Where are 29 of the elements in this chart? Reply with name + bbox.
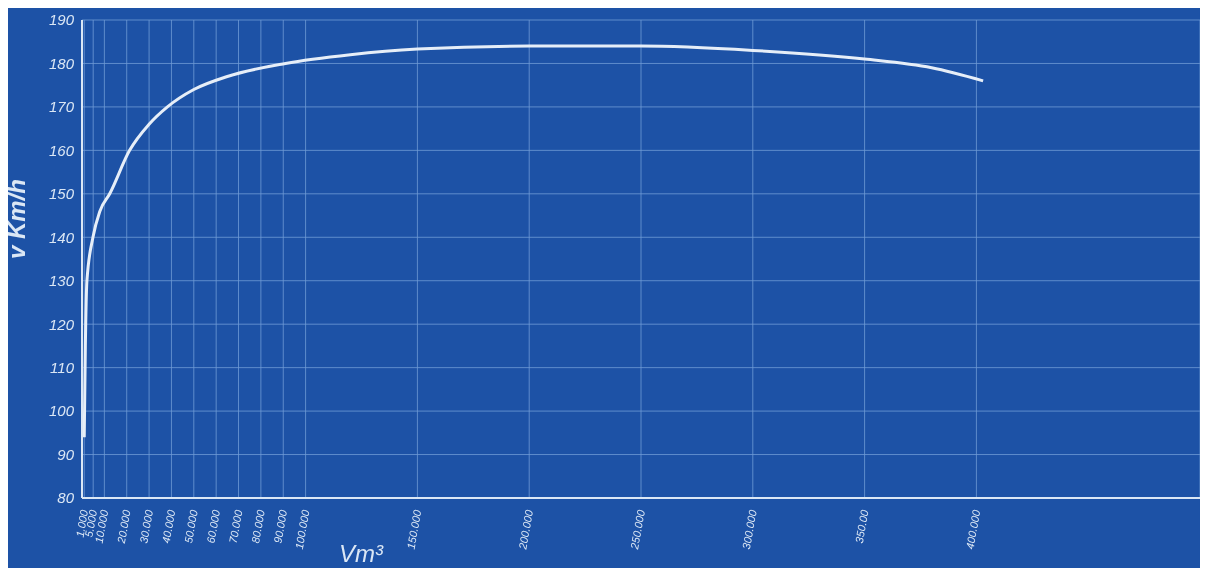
y-tick-label: 190	[48, 11, 75, 29]
x-tick-label: 200.000	[516, 508, 536, 552]
x-tick-label: 300.000	[739, 508, 759, 551]
y-tick-label: 160	[48, 141, 75, 159]
x-tick-label: 40.000	[159, 508, 178, 545]
x-tick-label: 400.000	[963, 508, 983, 551]
y-tick-label: 120	[48, 315, 75, 333]
y-tick-label: 90	[57, 445, 75, 463]
x-tick-label: 150.000	[404, 508, 424, 551]
x-tick-label: 60.000	[204, 508, 223, 545]
y-tick-label: 150	[48, 185, 75, 203]
y-tick-label: 80	[57, 489, 75, 507]
x-tick-label: 80.000	[249, 508, 267, 545]
y-tick-label: 170	[48, 98, 75, 116]
y-tick-label: 140	[48, 228, 75, 246]
x-tick-label: 90.000	[271, 508, 290, 545]
x-tick-label: 100.000	[292, 508, 312, 551]
x-axis-title: Vm³	[339, 540, 384, 567]
y-tick-label: 130	[48, 272, 75, 290]
x-tick-label: 20.000	[114, 508, 133, 546]
x-tick-label: 350.00	[852, 508, 871, 545]
x-tick-label: 70.000	[226, 508, 245, 545]
x-tick-label: 50.000	[182, 508, 200, 545]
y-tick-label: 110	[50, 358, 75, 376]
y-tick-label: 180	[48, 54, 75, 72]
x-tick-label: 30.000	[137, 508, 156, 545]
x-tick-label: 250.000	[628, 508, 648, 552]
y-tick-label: 100	[48, 402, 75, 420]
y-axis-title: v Km/h	[2, 178, 30, 259]
